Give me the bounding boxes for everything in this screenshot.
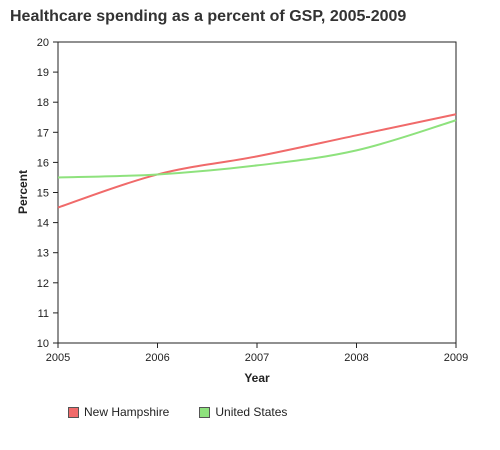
- y-tick-label: 18: [37, 97, 49, 109]
- x-tick-label: 2008: [344, 352, 368, 364]
- y-tick-label: 10: [37, 338, 49, 350]
- y-tick-label: 12: [37, 278, 49, 290]
- legend: New Hampshire United States: [68, 405, 287, 419]
- x-axis-label: Year: [244, 371, 270, 385]
- y-tick-label: 15: [37, 188, 49, 200]
- y-tick-label: 17: [37, 127, 49, 139]
- x-tick-label: 2007: [245, 352, 269, 364]
- legend-label: New Hampshire: [84, 405, 170, 419]
- legend-label: United States: [215, 405, 288, 419]
- series-lines: [57, 113, 457, 209]
- series-line-new-hampshire: [57, 113, 457, 209]
- legend-item-new-hampshire[interactable]: New Hampshire: [68, 405, 169, 419]
- legend-swatch: [199, 406, 211, 418]
- axes: 10 11 12 13 14 15 16 17 18 19 20 2005 2006 2007 2008 20…: [37, 37, 468, 364]
- y-tick-label: 14: [37, 218, 49, 230]
- series-line-united-states: [57, 119, 457, 179]
- legend-item-united-states[interactable]: United States: [199, 405, 287, 419]
- x-tick-label: 2006: [145, 352, 169, 364]
- y-axis-label: Percent: [16, 170, 30, 214]
- y-tick-label: 16: [37, 157, 49, 169]
- legend-swatch: [68, 406, 79, 418]
- y-tick-label: 13: [37, 248, 49, 260]
- y-tick-label: 20: [37, 37, 49, 49]
- x-tick-label: 2009: [444, 352, 468, 364]
- y-tick-label: 11: [38, 308, 49, 320]
- chart-title: Healthcare spending as a percent of GSP,…: [10, 8, 407, 25]
- y-tick-label: 19: [37, 67, 49, 79]
- plot-frame: [57, 41, 457, 344]
- x-tick-label: 2005: [46, 352, 70, 364]
